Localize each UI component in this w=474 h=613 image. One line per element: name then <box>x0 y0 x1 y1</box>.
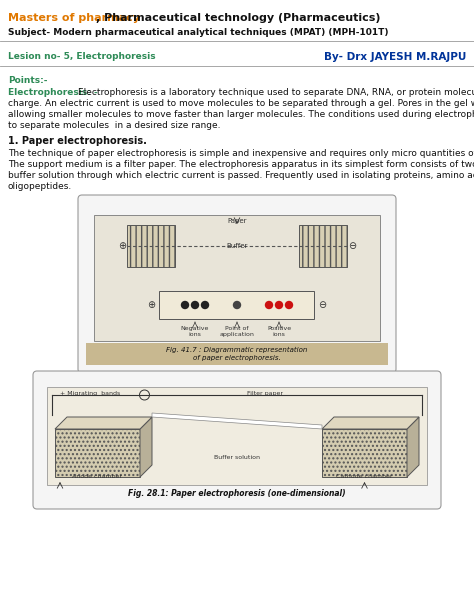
Text: Cathode chamber: Cathode chamber <box>336 474 393 479</box>
Text: Anode chamber: Anode chamber <box>73 474 122 479</box>
Text: By- Drx JAYESH M.RAJPU: By- Drx JAYESH M.RAJPU <box>324 52 466 62</box>
Text: Point of
application: Point of application <box>219 326 255 337</box>
Circle shape <box>201 302 209 308</box>
Polygon shape <box>322 417 419 429</box>
Text: Subject- Modern pharmaceutical analytical techniques (MPAT) (MPH-101T): Subject- Modern pharmaceutical analytica… <box>8 28 389 37</box>
Text: Electrophoresis is a laboratory technique used to separate DNA, RNA, or protein : Electrophoresis is a laboratory techniqu… <box>78 88 474 97</box>
Text: ⊕: ⊕ <box>118 241 126 251</box>
Polygon shape <box>152 413 322 429</box>
Circle shape <box>234 302 240 308</box>
Text: Buffer solution: Buffer solution <box>214 455 260 460</box>
Polygon shape <box>55 429 140 477</box>
Text: Fig. 41.7 : Diagrammatic representation
of paper electrophoresis.: Fig. 41.7 : Diagrammatic representation … <box>166 348 308 360</box>
Circle shape <box>191 302 199 308</box>
Bar <box>127 225 175 267</box>
Polygon shape <box>322 429 407 477</box>
Text: Filter paper: Filter paper <box>247 391 283 396</box>
Text: Positive
ions: Positive ions <box>267 326 291 337</box>
Text: Electrophoresis: -: Electrophoresis: - <box>8 88 98 97</box>
Circle shape <box>275 302 283 308</box>
Text: The technique of paper electrophoresis is simple and inexpensive and requires on: The technique of paper electrophoresis i… <box>8 149 474 158</box>
Circle shape <box>285 302 292 308</box>
FancyBboxPatch shape <box>78 195 396 373</box>
Polygon shape <box>55 417 152 429</box>
Text: charge. An electric current is used to move molecules to be separated through a : charge. An electric current is used to m… <box>8 99 474 108</box>
Bar <box>86 343 388 365</box>
Circle shape <box>182 302 189 308</box>
FancyBboxPatch shape <box>33 371 441 509</box>
Polygon shape <box>140 417 152 477</box>
Text: Masters of pharmacy: Masters of pharmacy <box>8 13 140 23</box>
Polygon shape <box>407 417 419 477</box>
Text: Lesion no- 5, Electrophoresis: Lesion no- 5, Electrophoresis <box>8 52 155 61</box>
Text: ⊕: ⊕ <box>147 300 155 310</box>
Text: 1. Paper electrophoresis.: 1. Paper electrophoresis. <box>8 136 147 146</box>
Bar <box>94 215 380 341</box>
Bar <box>299 225 347 267</box>
Text: allowing smaller molecules to move faster than larger molecules. The conditions : allowing smaller molecules to move faste… <box>8 110 474 119</box>
Text: Negative
ions: Negative ions <box>181 326 209 337</box>
Text: Buffer: Buffer <box>226 243 248 249</box>
Text: oligopeptides.: oligopeptides. <box>8 182 72 191</box>
Text: + Migrating  bands: + Migrating bands <box>60 391 120 396</box>
Circle shape <box>265 302 273 308</box>
Text: Points:-: Points:- <box>8 76 47 85</box>
Text: ⊖: ⊖ <box>348 241 356 251</box>
Text: buffer solution through which electric current is passed. Frequently used in iso: buffer solution through which electric c… <box>8 171 474 180</box>
Text: , Pharmaceutical technology (Pharmaceutics): , Pharmaceutical technology (Pharmaceuti… <box>96 13 381 23</box>
Text: ⊖: ⊖ <box>319 300 327 310</box>
Text: The support medium is a filter paper. The electrophoresis apparatus in its simpl: The support medium is a filter paper. Th… <box>8 160 474 169</box>
Text: Fig. 28.1: Paper electrophoresis (one-dimensional): Fig. 28.1: Paper electrophoresis (one-di… <box>128 489 346 498</box>
Bar <box>47 387 427 485</box>
Text: to separate molecules  in a desired size range.: to separate molecules in a desired size … <box>8 121 220 130</box>
Bar <box>159 291 315 319</box>
Text: Paper: Paper <box>227 218 247 224</box>
